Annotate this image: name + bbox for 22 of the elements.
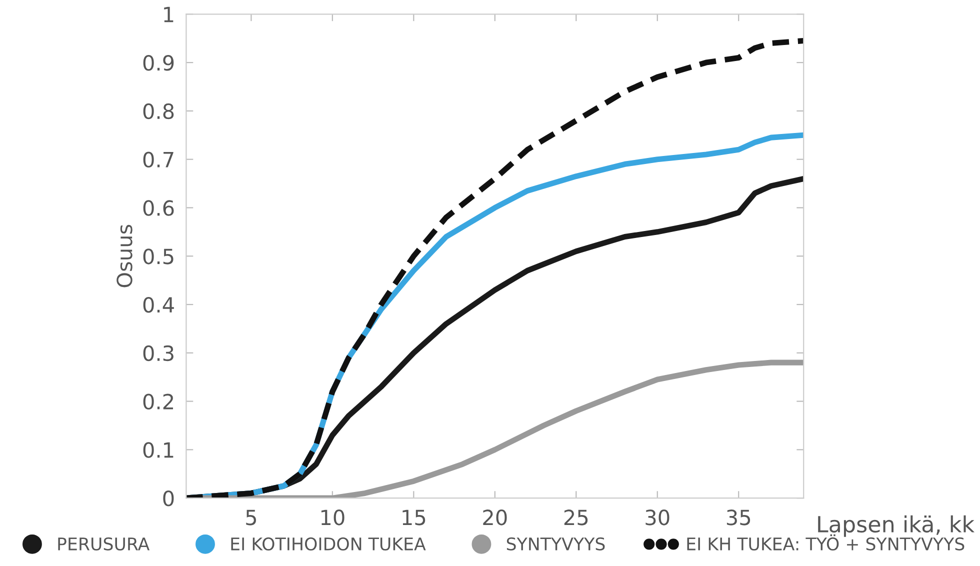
y-tick-label: 0.4 — [143, 296, 174, 313]
y-tick-label: 0.2 — [143, 394, 174, 410]
x-tick-label: 35 — [726, 510, 750, 526]
legend-label: PERUSURA — [58, 537, 150, 550]
x-tick-label: 15 — [402, 510, 426, 526]
x-tick-label: 5 — [246, 510, 256, 526]
y-tick-label: 0.3 — [143, 345, 174, 362]
y-tick-label: 0.1 — [143, 442, 174, 458]
y-axis-title: Osuus — [116, 224, 132, 288]
y-tick-label: 0.6 — [143, 200, 174, 216]
y-tick-label: 0.5 — [143, 248, 174, 264]
legend-label: EI KOTIHOIDON TUKEA — [231, 537, 426, 550]
y-tick-label: 0.9 — [143, 54, 174, 71]
y-tick-label: 1 — [164, 6, 174, 22]
x-tick-label: 10 — [321, 510, 344, 526]
y-tick-label: 0.8 — [143, 103, 174, 120]
x-tick-label: 20 — [483, 510, 507, 526]
y-tick-label: 0.7 — [143, 152, 174, 168]
legend-label: SYNTYVYYS — [506, 537, 605, 550]
x-tick-label: 25 — [564, 510, 588, 526]
y-tick-label: 0 — [163, 490, 174, 506]
x-tick-label: 30 — [646, 510, 670, 526]
